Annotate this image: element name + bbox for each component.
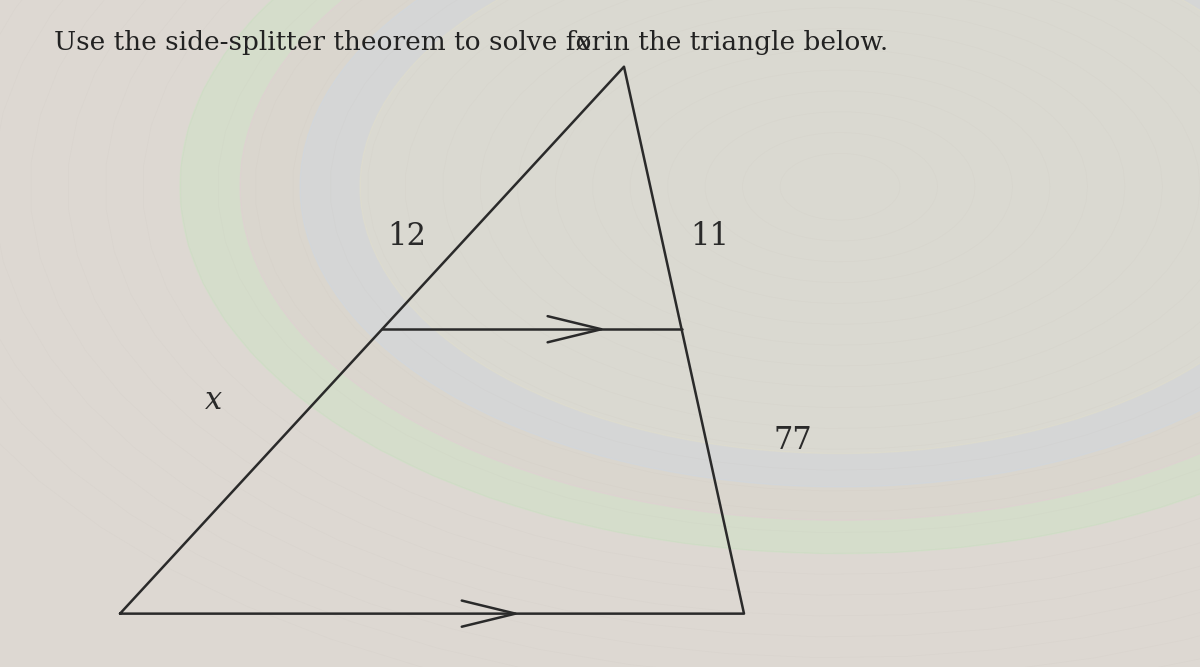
Text: x: x bbox=[576, 30, 590, 55]
Circle shape bbox=[360, 0, 1200, 454]
Circle shape bbox=[180, 0, 1200, 554]
Circle shape bbox=[300, 0, 1200, 487]
Text: Use the side-splitter theorem to solve for: Use the side-splitter theorem to solve f… bbox=[54, 30, 612, 55]
Text: in the triangle below.: in the triangle below. bbox=[596, 30, 889, 55]
Text: 12: 12 bbox=[386, 221, 426, 252]
Circle shape bbox=[240, 0, 1200, 520]
Text: x: x bbox=[205, 385, 222, 416]
Text: 77: 77 bbox=[774, 425, 812, 456]
Text: 11: 11 bbox=[690, 221, 730, 252]
